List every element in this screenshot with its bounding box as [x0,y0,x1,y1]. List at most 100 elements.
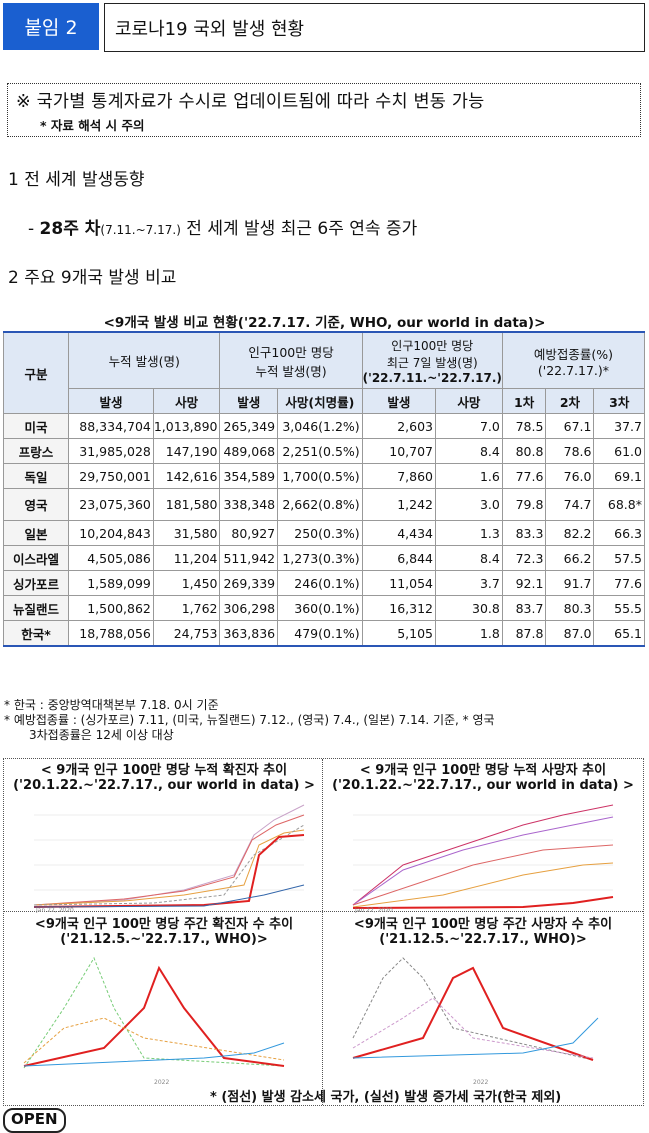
section-1-bullet: - 28주 차(7.11.~7.17.) 전 세계 발생 최근 6주 연속 증가 [28,214,417,239]
chart-weekly-cases: <9개국 인구 100만 명당 주간 확진자 수 추이 ('21.12.5.~'… [4,912,324,1086]
value-cell: 7,860 [361,463,437,489]
value-cell: 83.7 [501,595,547,621]
chart-cum-deaths-plot: Jan 22, 2020 [352,804,614,913]
country-cell: 이스라엘 [2,545,70,571]
bullet-prefix: - [28,219,40,239]
value-cell: 87.0 [545,620,595,647]
value-cell: 2,251(0.5%) [277,438,363,464]
chart-cum-deaths: < 9개국 인구 100만 명당 누적 사망자 추이 ('20.1.22.~'2… [323,759,643,914]
attachment-badge: 붙임 2 [3,3,99,50]
header-vaccination: 예방접종률(%) ('22.7.17.)* [501,331,646,389]
chart-cum-cases-plot: Jan 22, 2020 [33,804,305,913]
table-row: 싱가포르 1,589,099 1,450 269,339 246(0.1%) 11,054… [2,570,645,596]
country-cell: 싱가포르 [2,570,70,596]
charts-footnote: * (점선) 발생 감소세 국가, (실선) 발생 증가세 국가(한국 제외) [210,1090,562,1105]
table-row: 일본 10,204,843 31,580 80,927 250(0.3%) 4,434 1.… [2,520,645,546]
chart-weekly-deaths-title-2: ('21.12.5.~'22.7.17., WHO)> [379,932,587,947]
subheader-cell: 발생 [361,388,437,414]
value-cell: 4,434 [361,520,437,546]
chart-weekly-cases-title-2: ('21.12.5.~'22.7.17., WHO)> [60,932,268,947]
value-cell: 8.4 [435,438,503,464]
chart-cum-deaths-title-2: ('20.1.22.~'22.7.17., our world in data)… [332,778,634,793]
header-weekly-l3: ('22.7.11.~'22.7.17.) [362,370,502,385]
value-cell: 1,589,099 [68,570,154,596]
value-cell: 3.0 [435,488,503,521]
value-cell: 1,242 [361,488,437,521]
table-row: 프랑스 31,985,028 147,190 489,068 2,251(0.5%) 10… [2,438,645,464]
value-cell: 3,046(1.2%) [277,413,363,439]
footnote-3: 3차접종률은 12세 이상 대상 [29,728,174,742]
chart-weekly-cases-plot: 2022 [23,956,285,1086]
value-cell: 338,348 [219,488,279,521]
value-cell: 1,013,890 [152,413,221,439]
header-per-million-l2: 누적 발생(명) [255,363,327,379]
subheader-cell: 사망(치명률) [277,388,363,414]
value-cell: 147,190 [152,438,221,464]
value-cell: 269,339 [219,570,279,596]
value-cell: 4,505,086 [68,545,154,571]
header-per-million: 인구100만 명당 누적 발생(명) [219,331,363,389]
value-cell: 479(0.1%) [277,620,363,647]
value-cell: 91.7 [545,570,595,596]
value-cell: 6,844 [361,545,437,571]
value-cell: 65.1 [593,620,645,647]
value-cell: 31,580 [152,520,221,546]
subheader-cell: 3차 [593,388,645,414]
page-title: 코로나19 국외 발생 현황 [104,3,645,52]
value-cell: 77.6 [593,570,645,596]
value-cell: 246(0.1%) [277,570,363,596]
value-cell: 306,298 [219,595,279,621]
page-title-text: 코로나19 국외 발생 현황 [115,18,305,40]
value-cell: 511,942 [219,545,279,571]
header-vax-l2: ('22.7.17.)* [537,362,609,378]
value-cell: 88,334,704 [68,413,154,439]
value-cell: 87.8 [501,620,547,647]
value-cell: 68.8* [593,488,645,521]
value-cell: 1,273(0.3%) [277,545,363,571]
country-cell: 프랑스 [2,438,70,464]
notice-line-1: ※ 국가별 통계자료가 수시로 업데이트됨에 따라 수치 변동 가능 [16,92,485,112]
value-cell: 1,450 [152,570,221,596]
value-cell: 82.2 [545,520,595,546]
table-caption: <9개국 발생 비교 현황('22.7.17. 기준, WHO, our wor… [103,315,546,331]
country-cell: 영국 [2,488,70,521]
value-cell: 78.6 [545,438,595,464]
header-weekly-l1: 인구100만 명당 [391,338,474,353]
value-cell: 1,500,862 [68,595,154,621]
country-cell: 독일 [2,463,70,489]
country-cell: 한국* [2,620,70,647]
value-cell: 83.3 [501,520,547,546]
value-cell: 363,836 [219,620,279,647]
subheader-cell: 사망 [435,388,503,414]
table-row: 이스라엘 4,505,086 11,204 511,942 1,273(0.3%) 6,8… [2,545,645,571]
chart-weekly-deaths-plot: 2022 [352,957,599,1086]
value-cell: 5,105 [361,620,437,647]
svg-text:Jan 22, 2020: Jan 22, 2020 [354,907,393,913]
value-cell: 3.7 [435,570,503,596]
value-cell: 67.1 [545,413,595,439]
chart-cum-cases-title-1: < 9개국 인구 100만 명당 누적 확진자 추이 [40,763,288,778]
country-cell: 뉴질랜드 [2,595,70,621]
value-cell: 37.7 [593,413,645,439]
chart-cum-deaths-title-1: < 9개국 인구 100만 명당 누적 사망자 추이 [359,763,607,778]
country-cell: 일본 [2,520,70,546]
value-cell: 1,700(0.5%) [277,463,363,489]
value-cell: 10,707 [361,438,437,464]
value-cell: 66.3 [593,520,645,546]
value-cell: 16,312 [361,595,437,621]
subheader-cell: 발생 [219,388,279,414]
value-cell: 250(0.3%) [277,520,363,546]
value-cell: 18,788,056 [68,620,154,647]
value-cell: 80,927 [219,520,279,546]
open-license-logo: OPEN [3,1108,66,1133]
header-gubun: 구분 [2,331,70,414]
header-cumulative: 누적 발생(명) [68,331,221,389]
header-weekly: 인구100만 명당 최근 7일 발생(명) ('22.7.11.~'22.7.1… [361,331,503,389]
section-1-title: 1 전 세계 발생동향 [8,170,145,190]
value-cell: 360(0.1%) [277,595,363,621]
value-cell: 11,204 [152,545,221,571]
value-cell: 92.1 [501,570,547,596]
value-cell: 72.3 [501,545,547,571]
value-cell: 79.8 [501,488,547,521]
value-cell: 2,603 [361,413,437,439]
